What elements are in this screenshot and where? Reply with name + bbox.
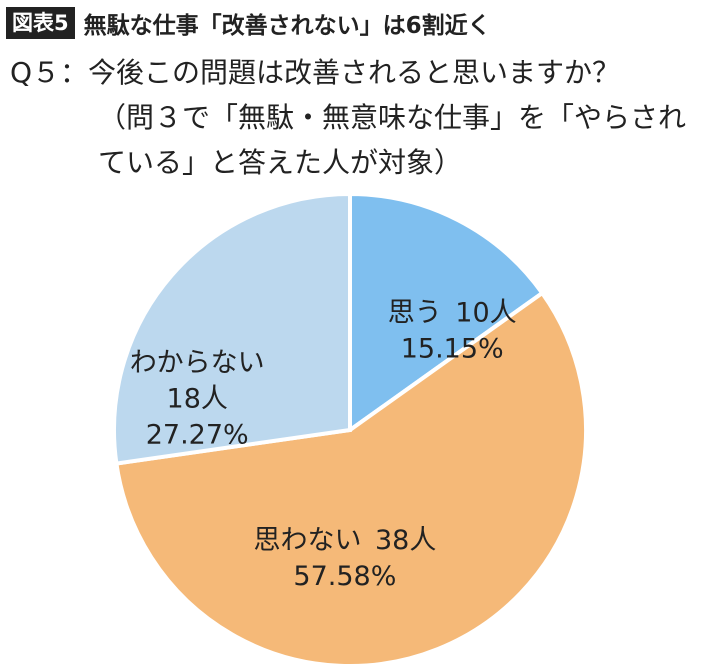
slice-label-1-line-1: 思う 10人 <box>388 298 517 329</box>
figure-header: 図表5 無駄な仕事「改善されない」は6割近く <box>6 6 491 40</box>
pie-slice-3 <box>112 191 352 466</box>
figure-badge: 図表5 <box>6 7 75 39</box>
question-text: Q５：今後この問題は改善されると思いますか？ （問３で「無駄・無意味な仕事」を「… <box>10 50 700 185</box>
question-line-1: Q５：今後この問題は改善されると思いますか？ <box>10 56 621 89</box>
slice-label-1-line-2: 15.15% <box>401 334 504 365</box>
slice-label-3-line-3: 27.27% <box>146 420 249 451</box>
question-line-2: （問３で「無駄・無意味な仕事」を「やらされ <box>98 101 687 134</box>
slice-label-2-line-2: 57.58% <box>293 561 396 592</box>
pie-slice-2 <box>114 290 588 668</box>
slice-label-3-line-2: 18人 <box>167 384 228 415</box>
slice-label-3-line-1: わからない <box>130 348 265 379</box>
slice-label-2-line-1: 思わない 38人 <box>253 525 436 556</box>
figure-title: 無駄な仕事「改善されない」は6割近く <box>83 13 491 39</box>
pie-slice-1 <box>348 191 546 434</box>
question-line-3: ている」と答えた人が対象） <box>98 146 463 179</box>
